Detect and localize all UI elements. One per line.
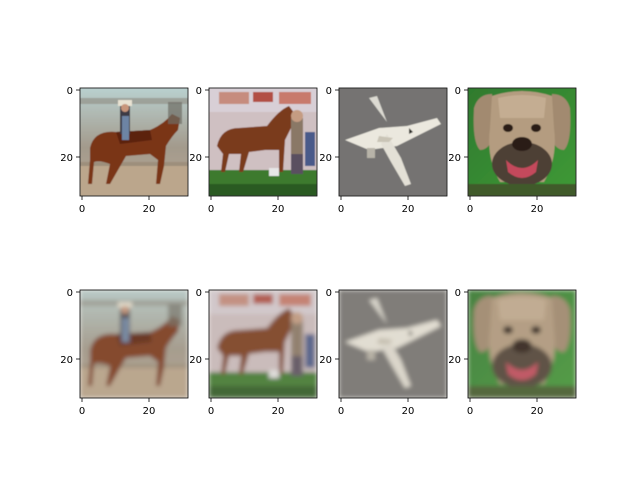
y-tick-label: 20 — [448, 153, 461, 164]
image-panel-original-2: 0 20 0 20 — [189, 86, 318, 215]
panel-image — [80, 88, 188, 196]
x-tick-label: 0 — [467, 406, 473, 417]
panel-frame — [79, 289, 189, 399]
image-panel-original-1: 0 20 0 20 — [60, 86, 189, 215]
panel-frame — [208, 289, 318, 399]
image-panel-reconstruction-3: 0 20 0 20 — [319, 288, 448, 417]
image-panel-original-3: 0 20 0 20 — [319, 86, 448, 215]
y-tick-label: 20 — [60, 355, 73, 366]
panel-frame — [338, 289, 448, 399]
image-panel-reconstruction-4: 0 20 0 20 — [448, 288, 577, 417]
y-tick-label: 20 — [189, 355, 202, 366]
panel-frame — [79, 87, 189, 197]
y-tick-label: 20 — [60, 153, 73, 164]
panel-image — [209, 290, 317, 398]
x-tick-label: 0 — [208, 406, 214, 417]
x-tick-label: 0 — [208, 204, 214, 215]
x-tick-label: 0 — [79, 406, 85, 417]
x-tick-label: 20 — [402, 204, 415, 215]
x-tick-label: 20 — [143, 406, 156, 417]
y-tick-label: 0 — [455, 86, 461, 97]
x-tick-label: 0 — [467, 204, 473, 215]
y-tick-label: 0 — [326, 86, 332, 97]
x-tick-label: 0 — [79, 204, 85, 215]
y-tick-label: 0 — [67, 86, 73, 97]
y-tick-label: 20 — [319, 153, 332, 164]
y-tick-label: 0 — [455, 288, 461, 299]
panel-image — [468, 88, 576, 196]
x-tick-label: 20 — [531, 406, 544, 417]
image-panel-original-4: 0 20 0 20 — [448, 86, 577, 215]
panel-image — [80, 290, 188, 398]
y-tick-label: 0 — [326, 288, 332, 299]
y-tick-label: 0 — [67, 288, 73, 299]
y-tick-label: 20 — [319, 355, 332, 366]
panel-image — [209, 88, 317, 196]
x-tick-label: 0 — [338, 204, 344, 215]
x-tick-label: 0 — [338, 406, 344, 417]
panel-image — [339, 88, 447, 196]
x-tick-label: 20 — [402, 406, 415, 417]
y-tick-label: 0 — [196, 288, 202, 299]
y-tick-label: 0 — [196, 86, 202, 97]
panel-frame — [467, 87, 577, 197]
panel-frame — [467, 289, 577, 399]
y-tick-label: 20 — [448, 355, 461, 366]
x-tick-label: 20 — [272, 204, 285, 215]
x-tick-label: 20 — [143, 204, 156, 215]
x-tick-label: 20 — [531, 204, 544, 215]
panel-image — [339, 290, 447, 398]
image-panel-reconstruction-1: 0 20 0 20 — [60, 288, 189, 417]
panel-image — [468, 290, 576, 398]
panel-frame — [208, 87, 318, 197]
image-panel-reconstruction-2: 0 20 0 20 — [189, 288, 318, 417]
panel-frame — [338, 87, 448, 197]
x-tick-label: 20 — [272, 406, 285, 417]
y-tick-label: 20 — [189, 153, 202, 164]
